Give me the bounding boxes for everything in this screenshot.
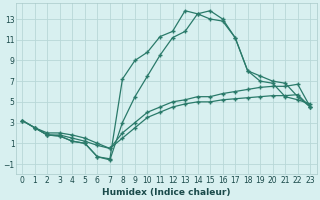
X-axis label: Humidex (Indice chaleur): Humidex (Indice chaleur) [102, 188, 230, 197]
